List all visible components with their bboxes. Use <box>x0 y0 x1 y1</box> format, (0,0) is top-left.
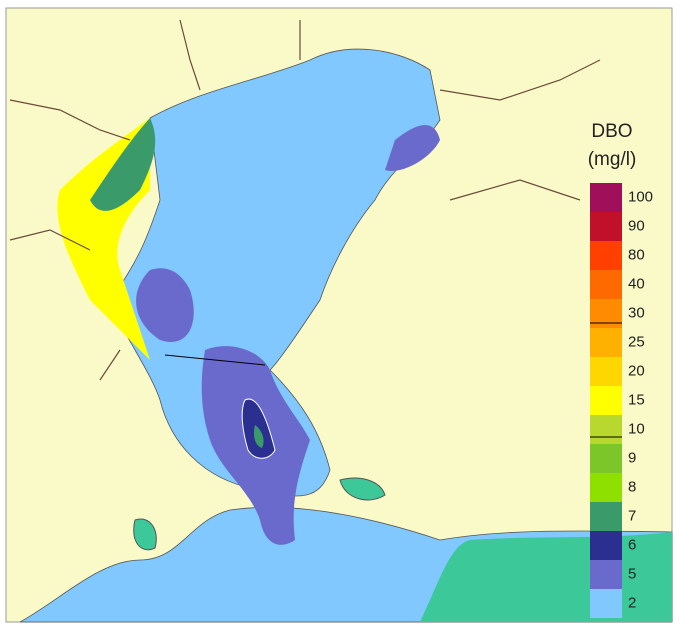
island <box>133 518 157 551</box>
colorbar-label: 10 <box>628 420 645 437</box>
legend-unit: (mg/l) <box>588 149 637 170</box>
mid-zone <box>136 268 194 342</box>
colorbar-band <box>590 473 622 502</box>
bridge <box>164 354 266 366</box>
colorbar-band <box>590 415 622 444</box>
colorbar-label: 40 <box>628 275 645 292</box>
colorbar-band <box>590 444 622 473</box>
colorbar-band <box>590 531 622 560</box>
colorbar-band <box>590 589 622 618</box>
colorbar-label: 30 <box>628 304 645 321</box>
colorbar-label: 9 <box>628 449 636 466</box>
colorbar-label: 25 <box>628 333 645 350</box>
legend-title: DBO <box>591 121 632 142</box>
colorbar-label: 8 <box>628 478 636 495</box>
colorbar-band <box>590 357 622 386</box>
bay-water <box>109 48 441 497</box>
colorbar-band <box>590 328 622 357</box>
colorbar-label: 20 <box>628 362 645 379</box>
colorbar-label: 100 <box>628 188 653 205</box>
colorbar-label: 6 <box>628 536 636 553</box>
colorbar-label: 90 <box>628 217 645 234</box>
colorbar-label: 2 <box>628 594 636 611</box>
colorbar-label: 15 <box>628 391 645 408</box>
colorbar-band <box>590 183 622 212</box>
colorbar-band <box>590 502 622 531</box>
colorbar-band <box>590 241 622 270</box>
ne-zone <box>385 125 440 171</box>
colorbar-band <box>590 386 622 415</box>
colorbar-band <box>590 299 622 328</box>
colorbar-label: 7 <box>628 507 636 524</box>
colorbar-band <box>590 212 622 241</box>
colorbar-band <box>590 560 622 589</box>
colorbar-label: 5 <box>628 565 636 582</box>
colorbar-label: 80 <box>628 246 645 263</box>
plume-center <box>253 425 264 448</box>
rivers <box>9 19 601 381</box>
island <box>339 477 386 501</box>
colorbar-band <box>590 270 622 299</box>
west-shore-inner <box>90 118 156 211</box>
